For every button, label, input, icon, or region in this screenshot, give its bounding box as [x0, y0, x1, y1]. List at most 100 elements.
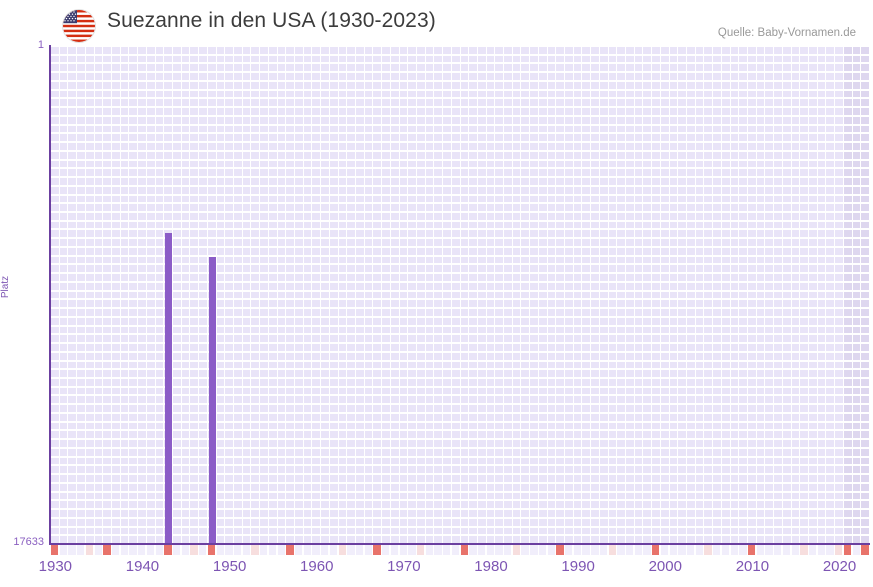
grid-line-horizontal	[51, 368, 870, 371]
chart-title: Suezanne in den USA (1930-2023)	[107, 9, 436, 32]
grid-column	[129, 45, 139, 543]
year-marker	[809, 545, 817, 555]
grid-line-horizontal	[51, 508, 870, 511]
year-marker	[843, 545, 852, 555]
grid-line-horizontal	[51, 263, 870, 266]
year-marker	[216, 545, 224, 555]
year-marker	[835, 545, 843, 555]
grid-line-horizontal	[51, 62, 870, 65]
grid-line-horizontal	[51, 272, 870, 275]
grid-column	[835, 45, 844, 543]
grid-column	[791, 45, 801, 543]
grid-column	[608, 45, 618, 543]
grid-column	[277, 45, 287, 543]
x-axis-tick-label: 1960	[300, 558, 334, 575]
grid-column	[547, 45, 557, 543]
year-marker	[164, 545, 172, 555]
year-marker	[626, 545, 634, 555]
grid-line-horizontal	[51, 377, 870, 379]
year-marker	[225, 545, 233, 555]
year-marker	[556, 545, 564, 555]
grid-line-horizontal	[51, 473, 870, 476]
year-marker	[504, 545, 512, 555]
grid-line-horizontal	[51, 394, 870, 397]
grid-line-horizontal	[51, 237, 870, 240]
grid-column	[190, 45, 200, 543]
grid-line-horizontal	[51, 79, 870, 82]
year-marker	[242, 545, 250, 555]
grid-line-horizontal	[51, 333, 870, 336]
grid-column	[294, 45, 304, 543]
year-marker	[94, 545, 102, 555]
year-marker	[77, 545, 85, 555]
grid-line-horizontal	[51, 245, 870, 248]
source-label: Quelle: Baby-Vornamen.de	[717, 27, 856, 39]
year-marker	[260, 545, 268, 555]
grid-column	[739, 45, 748, 543]
year-marker-strip	[51, 545, 870, 555]
year-marker	[120, 545, 128, 555]
grid-column	[748, 45, 757, 543]
grid-column	[451, 45, 461, 543]
year-marker	[643, 545, 651, 555]
year-marker	[669, 545, 677, 555]
grid-column	[565, 45, 574, 543]
grid-column	[155, 45, 165, 543]
year-marker	[565, 545, 573, 555]
year-marker	[608, 545, 616, 555]
grid-column	[809, 45, 818, 543]
grid-column	[59, 45, 69, 543]
year-marker	[800, 545, 808, 555]
grid-column	[51, 45, 60, 543]
grid-column	[399, 45, 409, 543]
year-marker	[373, 545, 381, 555]
grid-column	[530, 45, 539, 543]
grid-column	[512, 45, 522, 543]
year-marker	[591, 545, 599, 555]
year-marker	[51, 545, 59, 555]
grid-column	[103, 45, 112, 543]
us-flag-icon	[63, 10, 95, 42]
bar[interactable]	[208, 257, 216, 543]
grid-column	[416, 45, 426, 543]
grid-column	[225, 45, 234, 543]
grid-column	[556, 45, 566, 543]
year-marker	[791, 545, 799, 555]
grid-column	[382, 45, 391, 543]
bar[interactable]	[165, 233, 173, 543]
year-marker	[425, 545, 433, 555]
grid-line-horizontal	[51, 45, 870, 47]
x-axis-tick-label: 2010	[735, 558, 770, 575]
year-marker	[172, 545, 181, 555]
y-axis-title: Platz	[0, 275, 11, 299]
grid-column	[434, 45, 444, 543]
grid-line-vertical	[869, 45, 870, 543]
year-marker	[652, 545, 660, 555]
year-marker	[469, 545, 477, 555]
year-marker	[251, 545, 259, 555]
year-marker	[364, 545, 372, 555]
grid-line-horizontal	[51, 359, 870, 362]
grid-column	[660, 45, 670, 543]
grid-line-horizontal	[51, 123, 870, 126]
year-marker	[138, 545, 146, 555]
grid-line-horizontal	[51, 481, 870, 484]
grid-line-horizontal	[51, 420, 870, 423]
year-marker	[704, 545, 712, 555]
grid-column	[721, 45, 731, 543]
grid-column	[338, 45, 348, 543]
grid-column	[678, 45, 688, 543]
year-marker	[861, 545, 869, 555]
x-axis-tick-label: 1930	[38, 558, 73, 575]
grid-line-horizontal	[51, 280, 870, 283]
grid-column	[233, 45, 243, 543]
year-marker	[730, 545, 738, 555]
grid-column	[425, 45, 435, 543]
grid-line-horizontal	[51, 97, 870, 100]
grid-column	[486, 45, 496, 543]
grid-column	[216, 45, 226, 543]
grid-column	[669, 45, 679, 543]
grid-line-horizontal	[51, 228, 870, 231]
y-axis-tick-bottom: 17633	[13, 536, 44, 548]
grid-line-horizontal	[51, 411, 870, 414]
